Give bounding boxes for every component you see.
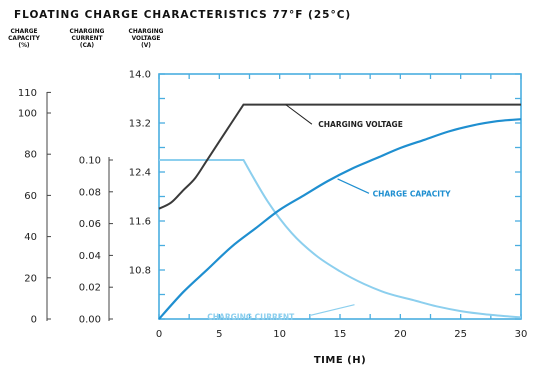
capacity-leader-line [337, 178, 370, 194]
capacity-tick-label: 100 [18, 109, 37, 120]
annotation-charging-voltage: CHARGING VOLTAGE [318, 120, 403, 129]
plot-border [158, 73, 522, 320]
capacity-tick-label: 60 [24, 191, 37, 202]
voltage-header-line-1: CHARGING [129, 27, 164, 35]
time-tick-label: 15 [334, 329, 347, 340]
axes-layer: 1101008060402000.100.080.060.040.020.001… [18, 70, 527, 341]
capacity-tick-label: 110 [18, 88, 37, 99]
capacity-header-line-3: (%) [18, 41, 30, 49]
current-header-line-2: CURRENT [72, 34, 103, 42]
current-tick-label: 0.02 [79, 283, 101, 294]
capacity-header-line-1: CHARGE [10, 27, 37, 35]
annotation-layer: CHARGING VOLTAGE CHARGE CAPACITY CHARGING … [207, 104, 452, 322]
current-header-line-1: CHARGING [70, 27, 105, 35]
time-tick-label: 0 [156, 329, 162, 340]
current-tick-label: 0.10 [79, 156, 101, 167]
series-layer [158, 103, 522, 320]
capacity-tick-label: 40 [24, 232, 37, 243]
capacity-tick-label: 80 [24, 150, 37, 161]
voltage-header-line-3: (V) [141, 41, 151, 49]
voltage-tick-label: 10.8 [129, 266, 151, 277]
time-tick-label: 5 [216, 329, 222, 340]
current-axis-header: CHARGING CURRENT (CA) [70, 27, 105, 49]
series-line-charge-capacity [158, 118, 522, 320]
capacity-axis-header: CHARGE CAPACITY (%) [8, 27, 40, 49]
voltage-leader-line [285, 104, 313, 125]
time-tick-label: 25 [454, 329, 467, 340]
x-axis-label: TIME (H) [314, 355, 366, 366]
annotation-charging-current: CHARGING CURRENT [207, 313, 295, 322]
current-tick-label: 0.08 [79, 187, 101, 198]
current-tick-label: 0.00 [79, 315, 101, 326]
time-tick-label: 30 [515, 329, 528, 340]
current-leader-line [310, 304, 355, 316]
current-tick-label: 0.04 [79, 251, 101, 262]
annotation-charge-capacity: CHARGE CAPACITY [373, 189, 452, 198]
capacity-tick-label: 0 [31, 315, 37, 326]
capacity-header-line-2: CAPACITY [8, 34, 40, 42]
time-tick-label: 20 [394, 329, 407, 340]
chart-title: FLOATING CHARGE CHARACTERISTICS 77°F (25… [14, 9, 351, 21]
voltage-tick-label: 11.6 [129, 217, 151, 228]
plot-frame [158, 73, 522, 320]
series-line-charging-current [159, 159, 522, 319]
voltage-tick-label: 14.0 [129, 70, 151, 81]
current-tick-label: 0.06 [79, 219, 101, 230]
voltage-header-line-2: VOLTAGE [132, 34, 161, 42]
voltage-tick-label: 13.2 [129, 119, 151, 130]
capacity-tick-label: 20 [24, 273, 37, 284]
voltage-tick-label: 12.4 [129, 168, 151, 179]
series-line-charging-voltage [158, 103, 521, 210]
time-tick-label: 10 [273, 329, 286, 340]
current-header-line-3: (CA) [80, 41, 94, 49]
voltage-axis-header: CHARGING VOLTAGE (V) [129, 27, 164, 49]
